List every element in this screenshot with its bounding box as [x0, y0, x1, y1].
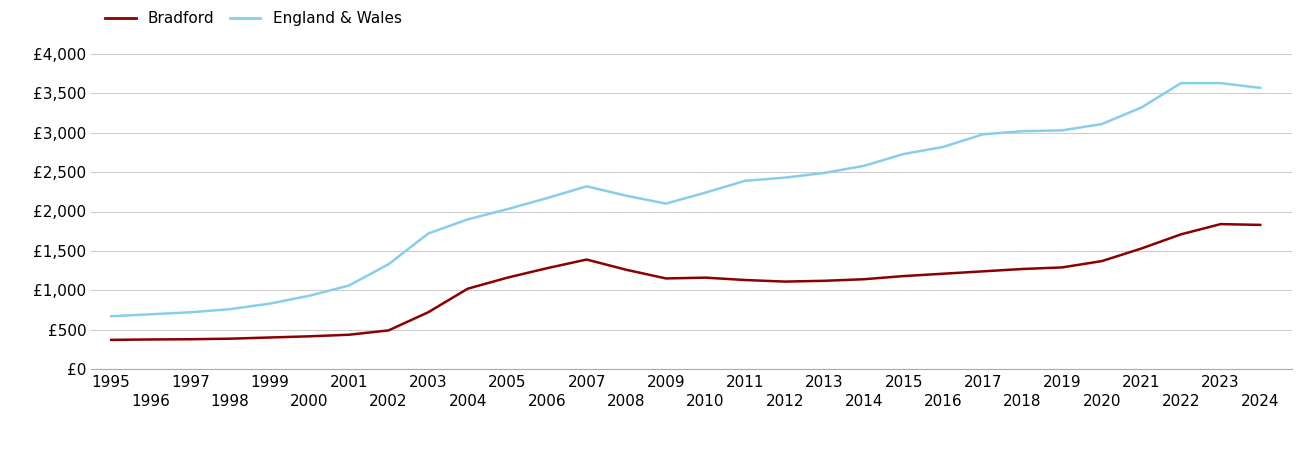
Legend: Bradford, England & Wales: Bradford, England & Wales — [99, 5, 407, 32]
